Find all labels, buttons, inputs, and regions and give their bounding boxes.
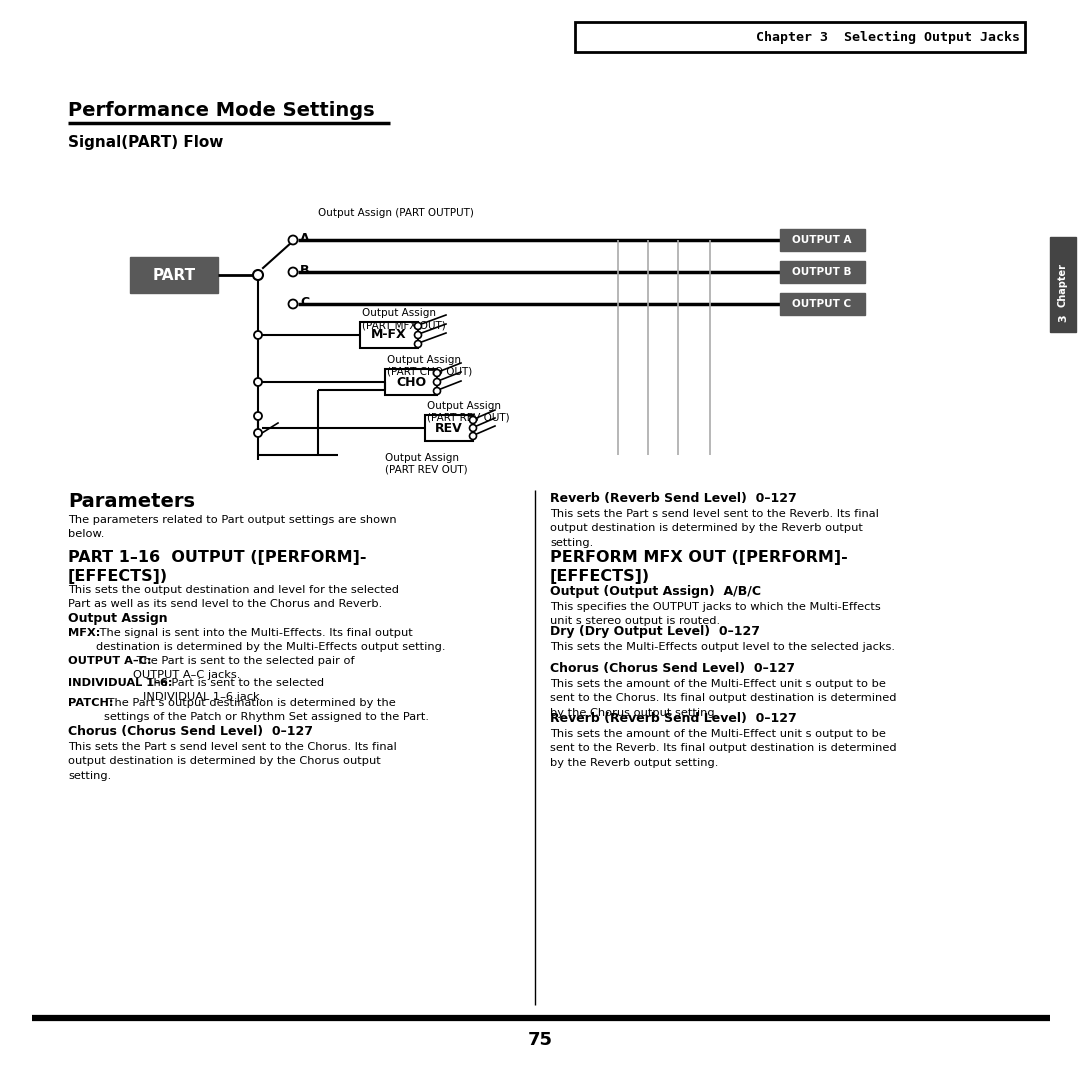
Text: OUTPUT A–C:: OUTPUT A–C:	[68, 656, 151, 666]
Text: 75: 75	[527, 1031, 553, 1049]
Text: PERFORM MFX OUT ([PERFORM]-
[EFFECTS]): PERFORM MFX OUT ([PERFORM]- [EFFECTS])	[550, 550, 848, 583]
Text: 3: 3	[1058, 314, 1068, 322]
Text: (PART REV OUT): (PART REV OUT)	[384, 464, 468, 474]
Text: (PART CHO OUT): (PART CHO OUT)	[387, 367, 472, 377]
Circle shape	[415, 340, 421, 348]
Text: Dry (Dry Output Level)  0–127: Dry (Dry Output Level) 0–127	[550, 625, 760, 638]
Text: This sets the output destination and level for the selected
Part as well as its : This sets the output destination and lev…	[68, 585, 399, 609]
Text: Performance Mode Settings: Performance Mode Settings	[68, 102, 375, 120]
Text: INDIVIDUAL 1–6:: INDIVIDUAL 1–6:	[68, 678, 173, 688]
Text: Output Assign: Output Assign	[362, 308, 436, 318]
Text: Chorus (Chorus Send Level)  0–127: Chorus (Chorus Send Level) 0–127	[550, 662, 795, 675]
Text: The signal is sent into the Multi-Effects. Its final output
destination is deter: The signal is sent into the Multi-Effect…	[96, 627, 446, 652]
Text: This specifies the OUTPUT jacks to which the Multi-Effects
unit s stereo output : This specifies the OUTPUT jacks to which…	[550, 602, 881, 626]
Text: Reverb (Reverb Send Level)  0–127: Reverb (Reverb Send Level) 0–127	[550, 712, 797, 725]
Circle shape	[415, 332, 421, 338]
Text: This sets the amount of the Multi-Effect unit s output to be
sent to the Chorus.: This sets the amount of the Multi-Effect…	[550, 679, 896, 718]
Text: OUTPUT C: OUTPUT C	[793, 299, 851, 309]
Bar	[575, 22, 1025, 52]
Circle shape	[470, 432, 476, 440]
Text: Signal(PART) Flow: Signal(PART) Flow	[68, 135, 224, 150]
Text: (PART MFX OUT): (PART MFX OUT)	[362, 320, 446, 330]
Circle shape	[288, 268, 297, 276]
Text: M-FX: M-FX	[372, 328, 407, 341]
Text: PART 1–16  OUTPUT ([PERFORM]-
[EFFECTS]): PART 1–16 OUTPUT ([PERFORM]- [EFFECTS])	[68, 550, 366, 583]
Circle shape	[288, 299, 297, 309]
Text: OUTPUT A: OUTPUT A	[793, 235, 852, 245]
Text: MFX:: MFX:	[68, 627, 100, 638]
Text: Parameters: Parameters	[68, 492, 195, 511]
Text: The Part s output destination is determined by the
settings of the Patch or Rhyt: The Part s output destination is determi…	[104, 698, 429, 723]
Text: A: A	[300, 231, 310, 244]
Bar	[780, 261, 865, 283]
Text: The Part is sent to the selected pair of
OUTPUT A–C jacks.: The Part is sent to the selected pair of…	[133, 656, 354, 680]
Text: CHO: CHO	[396, 376, 427, 389]
Text: The Part is sent to the selected
INDIVIDUAL 1–6 jack.: The Part is sent to the selected INDIVID…	[143, 678, 324, 702]
Circle shape	[470, 424, 476, 432]
Text: Output Assign: Output Assign	[387, 355, 461, 365]
Bar	[426, 415, 473, 441]
Text: The parameters related to Part output settings are shown
below.: The parameters related to Part output se…	[68, 515, 396, 539]
Text: (PART REV OUT): (PART REV OUT)	[427, 413, 510, 423]
Text: B: B	[300, 264, 310, 276]
Text: Output Assign: Output Assign	[384, 453, 459, 463]
Bar	[360, 322, 418, 348]
Text: Output Assign: Output Assign	[68, 612, 167, 625]
Circle shape	[470, 417, 476, 423]
Bar	[384, 369, 437, 395]
Text: REV: REV	[435, 421, 463, 434]
Text: Chapter: Chapter	[1058, 264, 1068, 307]
Circle shape	[254, 411, 262, 420]
Circle shape	[253, 270, 264, 280]
Circle shape	[254, 429, 262, 437]
Circle shape	[433, 369, 441, 377]
Bar	[1050, 237, 1076, 332]
Text: C: C	[300, 296, 309, 309]
Text: Chapter 3  Selecting Output Jacks: Chapter 3 Selecting Output Jacks	[756, 30, 1020, 43]
Circle shape	[254, 330, 262, 339]
Circle shape	[433, 378, 441, 386]
Bar	[130, 257, 218, 293]
Text: Reverb (Reverb Send Level)  0–127: Reverb (Reverb Send Level) 0–127	[550, 492, 797, 505]
Text: OUTPUT B: OUTPUT B	[793, 267, 852, 276]
Circle shape	[288, 235, 297, 244]
Bar	[780, 293, 865, 315]
Text: Chorus (Chorus Send Level)  0–127: Chorus (Chorus Send Level) 0–127	[68, 725, 313, 738]
Text: Output Assign: Output Assign	[427, 401, 501, 411]
Text: This sets the Part s send level sent to the Reverb. Its final
output destination: This sets the Part s send level sent to …	[550, 509, 879, 548]
Text: Output Assign (PART OUTPUT): Output Assign (PART OUTPUT)	[318, 208, 474, 218]
Text: This sets the Part s send level sent to the Chorus. Its final
output destination: This sets the Part s send level sent to …	[68, 742, 396, 781]
Bar	[780, 229, 865, 251]
Circle shape	[415, 323, 421, 329]
Text: This sets the amount of the Multi-Effect unit s output to be
sent to the Reverb.: This sets the amount of the Multi-Effect…	[550, 729, 896, 768]
Text: This sets the Multi-Effects output level to the selected jacks.: This sets the Multi-Effects output level…	[550, 642, 895, 652]
Circle shape	[433, 388, 441, 394]
Text: PATCH:: PATCH:	[68, 698, 113, 708]
Text: PART: PART	[152, 268, 195, 283]
Text: Output (Output Assign)  A/B/C: Output (Output Assign) A/B/C	[550, 585, 761, 598]
Circle shape	[254, 378, 262, 386]
